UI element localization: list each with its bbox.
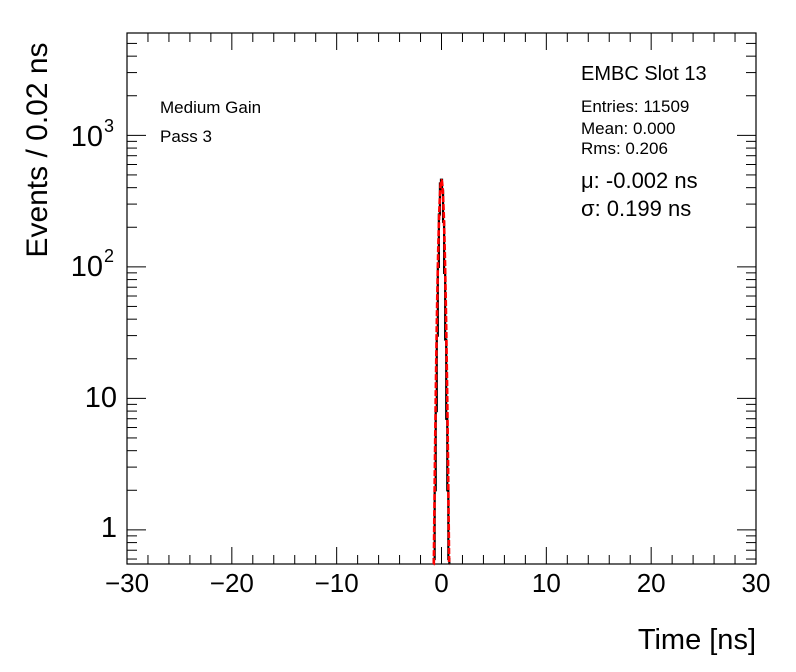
y-tick-label-1000-exponent: 3 — [104, 116, 114, 136]
x-tick-label: −10 — [315, 568, 359, 598]
x-tick-label: −30 — [105, 568, 149, 598]
x-tick-label: 0 — [434, 568, 448, 598]
x-tick-label: 30 — [742, 568, 771, 598]
stats-mean: Mean: 0.000 — [581, 119, 676, 138]
stats-rms: Rms: 0.206 — [581, 139, 668, 158]
x-axis-label: Time [ns] — [638, 624, 756, 656]
fit-mu: μ: -0.002 ns — [581, 168, 698, 193]
y-tick-label-10: 10 — [85, 382, 117, 414]
y-axis-ticks — [127, 32, 756, 560]
slot-label: EMBC Slot 13 — [581, 63, 707, 85]
y-tick-label-1: 1 — [101, 512, 117, 544]
fit-sigma: σ: 0.199 ns — [581, 196, 692, 221]
x-axis-tick-labels: −30 −20 −10 0 10 20 30 — [105, 568, 771, 598]
pass-label: Pass 3 — [160, 127, 212, 146]
y-tick-label-100-exponent: 2 — [104, 246, 114, 266]
gain-label: Medium Gain — [160, 98, 262, 117]
y-axis-tick-labels: 1 10 10 2 10 3 — [71, 116, 117, 544]
gaussian-fit-series — [432, 178, 451, 566]
y-tick-label-1000: 10 — [71, 121, 103, 153]
x-axis-ticks — [126, 33, 757, 564]
x-tick-label: 20 — [637, 568, 666, 598]
x-tick-label: 10 — [532, 568, 561, 598]
stats-entries: Entries: 11509 — [581, 97, 690, 116]
x-tick-label: −20 — [210, 568, 254, 598]
y-axis-label: Events / 0.02 ns — [21, 42, 54, 258]
y-tick-label-100: 10 — [71, 251, 103, 283]
